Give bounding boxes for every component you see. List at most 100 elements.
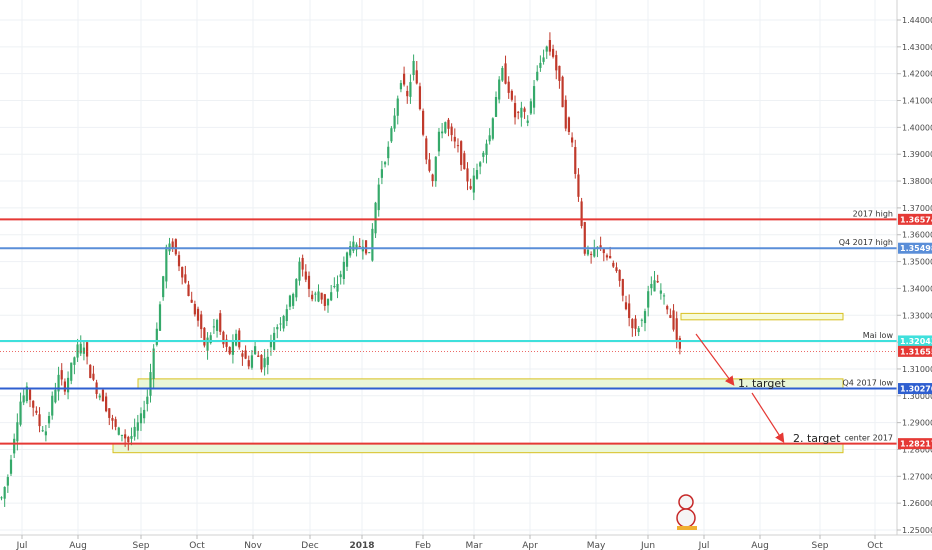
candle [460,140,463,171]
candle [174,238,177,256]
candle [85,340,89,365]
candle [520,101,523,127]
candle [536,65,539,82]
candle [444,121,447,134]
candle [6,474,9,493]
candle [215,318,219,338]
candle [317,284,320,303]
candle [494,91,498,117]
candle [659,283,662,300]
candle [279,317,282,332]
candle [523,106,526,119]
tv-logo-icon [678,494,694,510]
candle [580,197,583,229]
candle [472,167,475,201]
y-tick-label: 1.37000 [902,204,932,213]
tradingview-logo[interactable] [676,494,697,530]
candle [263,349,266,376]
time-axis[interactable]: Jul Aug Sep Oct Nov Dec 2018 Feb Mar Apr May Jun Jul… [16,535,884,550]
candle [79,335,82,356]
candle [567,116,571,136]
y-tick-label: 1.28000 [902,445,932,454]
candle [196,306,200,327]
y-tick-label: 1.40000 [902,123,932,132]
candle [241,350,244,366]
price-badge [898,242,932,254]
target-arrows: 1. target 2. target [695,333,841,445]
price-badge [898,335,932,347]
candle [437,127,441,157]
level-label: Q4 2017 high [839,238,893,247]
candle [529,98,532,115]
candle [187,280,190,297]
candle [76,338,79,362]
candle [304,264,307,283]
candle [63,378,66,395]
candle [139,407,143,432]
candle [634,315,637,337]
x-tick-label: Jun [640,541,655,550]
candle [101,388,105,402]
candle [209,332,212,345]
candle [434,156,437,187]
price-badge-text: 1.32043 [900,337,932,346]
candle [269,334,273,356]
candle [282,314,285,332]
candle [98,393,101,401]
candle [396,95,399,125]
candle [453,128,456,149]
candle [288,294,292,311]
candle [307,271,311,298]
candle [130,427,133,446]
candle [133,418,136,441]
x-tick-label: May [587,541,606,550]
candle [390,126,393,143]
candle [336,275,339,299]
candle [466,162,469,191]
candle [25,382,28,404]
candle [120,434,124,442]
candle [250,350,254,370]
y-tick-label: 1.30000 [902,392,932,401]
candle [561,75,564,108]
candle [418,82,422,111]
x-tick-label: Feb [415,541,431,550]
candle [602,248,605,262]
y-tick-label: 1.31000 [902,365,932,374]
candle [669,308,672,319]
y-tick-label: 1.44000 [902,16,932,25]
candle [393,108,396,132]
candle [276,324,279,339]
candle [380,160,383,185]
candle [41,425,44,433]
candle [498,76,501,104]
candle [558,65,561,89]
target-1-label: 1. target [738,377,786,390]
candle [190,291,193,303]
candle [0,496,3,501]
level-label: 2017 high [853,209,893,218]
candle [231,334,235,364]
candle [162,275,165,301]
candle [675,311,678,349]
candle [428,153,431,173]
candle [203,327,206,348]
tv-logo-icon-lower [676,508,696,528]
candle [482,150,485,163]
candle [295,278,298,302]
candle [326,298,330,313]
candle [70,362,73,385]
price-axis[interactable]: 1.25000 1.26000 1.27000 1.28000 1.29000 1.300… [897,16,932,535]
candle [260,354,263,373]
price-badges: 1.36574 1.35498 1.320431.31655 1.30270 1.282… [898,213,932,450]
candle [637,326,640,337]
candle [672,304,675,332]
candle [273,327,276,351]
candle [517,110,520,120]
price-badge [898,345,932,357]
candle [631,318,634,337]
candle [412,54,415,81]
candle [13,433,16,458]
candle [450,123,453,142]
